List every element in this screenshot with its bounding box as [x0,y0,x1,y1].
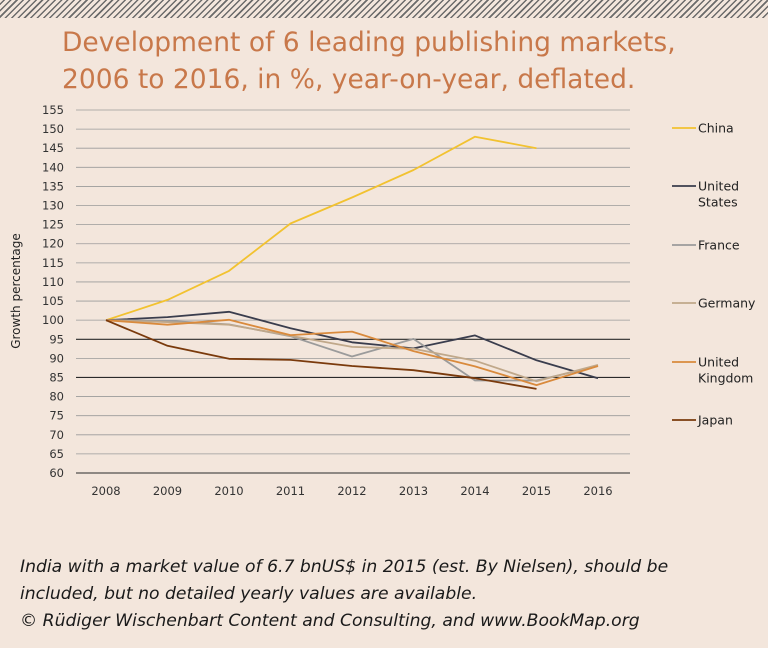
x-tick-label: 2012 [337,484,366,498]
series-line-germany [105,319,599,383]
footnote: India with a market value of 6.7 bnUS$ i… [20,554,760,635]
legend-label-china: China [698,121,734,136]
grid-lines [76,109,630,474]
y-tick-label: 155 [42,103,64,117]
y-tick-label: 125 [42,218,64,232]
y-tick-label: 85 [49,370,64,384]
series-lines [105,135,599,390]
y-axis-tick-labels: 60 65 70 75 80 85 90 95 100 105 110 115 120 125 130 135… [42,103,64,480]
y-tick-label: 100 [42,313,64,327]
x-axis-tick-labels: 2008 2009 2010 2011 2012 2013 2014 2015 2016 [91,484,612,498]
x-tick-label: 2015 [522,484,551,498]
y-tick-label: 115 [42,256,64,270]
y-tick-label: 145 [42,141,64,155]
y-tick-label: 150 [42,122,64,136]
y-tick-label: 105 [42,294,64,308]
chart-title-line-1: Development of 6 leading publishing mark… [62,27,676,58]
series-line-france [105,319,599,382]
x-tick-label: 2009 [153,484,182,498]
legend-label-france: France [698,238,740,253]
series-line-japan [105,319,537,390]
x-tick-label: 2011 [276,484,305,498]
y-tick-label: 90 [49,351,64,365]
y-tick-label: 95 [49,332,64,346]
chart-title-line-2: 2006 to 2016, in %, year-on-year, deflat… [62,64,636,95]
y-tick-label: 80 [49,390,64,404]
y-tick-label: 75 [49,409,64,423]
footnote-line-2: included, but no detailed yearly values … [20,584,478,604]
legend-label-united-states: United States [698,179,739,210]
y-tick-label: 110 [42,275,64,289]
y-tick-label: 65 [49,447,64,461]
y-tick-label: 135 [42,179,64,193]
series-line-china [105,135,537,322]
y-tick-label: 60 [49,466,64,480]
legend-label-united-kingdom: United Kingdom [698,355,753,386]
x-tick-label: 2016 [583,484,612,498]
footnote-line-1: India with a market value of 6.7 bnUS$ i… [20,557,669,577]
line-chart: 60 65 70 75 80 85 90 95 100 105 110 115 120 125 130 135… [9,103,756,498]
series-line-united-states [105,310,599,380]
y-tick-label: 130 [42,199,64,213]
y-tick-label: 120 [42,237,64,251]
y-axis-label: Growth percentage [9,233,23,349]
y-tick-label: 140 [42,160,64,174]
legend: China United States France Germany United King… [672,121,756,428]
chart-title: Development of 6 leading publishing mark… [62,24,752,98]
x-tick-label: 2014 [460,484,489,498]
legend-label-germany: Germany [698,296,756,311]
footnote-line-3: © Rüdiger Wischenbart Content and Consul… [20,611,640,631]
hatched-top-border [0,0,768,18]
x-tick-label: 2013 [399,484,428,498]
legend-label-japan: Japan [697,413,733,428]
series-line-united-kingdom [105,318,599,387]
y-tick-label: 70 [49,428,64,442]
x-tick-label: 2010 [214,484,243,498]
x-tick-label: 2008 [91,484,120,498]
